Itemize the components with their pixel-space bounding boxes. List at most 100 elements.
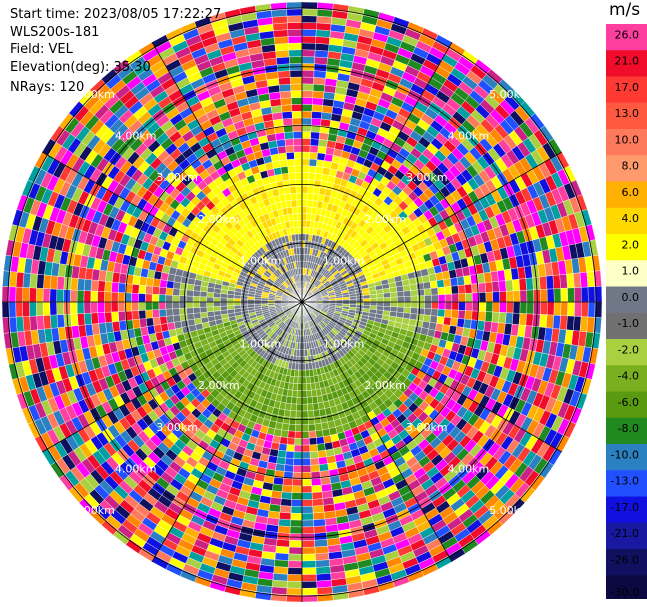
radar-gate [579,316,589,333]
radar-gate [464,284,473,294]
radar-gate [199,291,208,298]
radar-gate [574,301,582,317]
radar-gate [159,316,168,325]
radar-gate [525,313,534,327]
radar-gate [410,289,418,297]
radar-gate [456,276,465,286]
radar-gate [307,186,315,194]
radar-gate [49,301,58,316]
radar-gate [275,545,290,555]
radar-gate [152,316,161,326]
radar-gate [297,383,303,391]
radar-gate [220,305,228,311]
radar-gate [192,307,201,314]
radar-gate [390,306,398,313]
radar-gate [287,430,296,439]
radar-gate [458,301,466,311]
radar-gate [22,301,30,317]
radar-gate [403,296,412,303]
radar-gate [271,579,288,589]
radar-gate [56,289,64,303]
radar-gate [310,464,320,473]
radar-gate [305,369,310,378]
radar-gate [451,301,459,311]
radar-gate [97,280,106,292]
radar-gate [417,307,425,315]
radar-gate [279,512,292,521]
radar-gate [301,574,317,582]
radar-gate [152,286,160,295]
radar-gate [104,311,113,323]
radar-gate [301,206,308,214]
radar-gate [301,90,314,98]
radar-gate [306,206,313,214]
radar-gate [463,275,472,286]
radar-gate [553,288,562,303]
radar-gate [301,110,313,119]
radar-gate [118,282,126,293]
radar-gate [185,295,194,303]
radar-gate [312,512,325,521]
radar-gate [186,313,195,321]
radar-gate [301,485,313,494]
radar-gate [301,213,307,221]
radar-gate [145,293,153,303]
radar-gate [289,410,297,418]
radar-gate [526,301,534,315]
radar-gate [159,279,168,288]
radar-gate [301,581,318,589]
radar-gate [363,301,371,306]
radar-gate [290,403,297,412]
radar-gate [301,131,312,139]
radar-gate [240,304,248,309]
radar-gate [309,451,319,459]
radar-gate [56,314,65,328]
radar-gate [165,287,174,296]
radar-gate [458,293,466,303]
radar-gate [410,307,418,315]
radar-gate [581,286,589,303]
radar-gate [139,276,148,286]
radar-gate [70,313,79,327]
radar-gate [172,288,181,296]
radar-gate [301,540,315,548]
radar-gate [308,423,316,432]
radar-gate [465,301,473,312]
radar-gate [49,288,58,303]
radar-gate [226,297,235,303]
radar-gate [279,436,288,445]
radar-gate [319,415,328,424]
radar-gate [301,519,314,528]
radar-gate [301,226,307,235]
radar-gate [199,296,207,303]
radar-gate [138,293,146,303]
radar-gate [316,9,333,18]
radar-gate [158,294,166,303]
radar-gate [301,417,309,425]
radar-gate [90,301,98,314]
radar-gate [29,301,37,317]
radar-gate [559,315,568,330]
radar-gate [573,272,582,288]
radar-gate [313,77,326,86]
radar-gate [313,518,326,527]
radar-gate [311,491,323,500]
radar-gate [586,271,595,288]
radar-gate [279,505,292,514]
radar-gate [363,298,371,303]
radar-gate [301,29,317,37]
radar-gate [172,308,181,316]
radar-gate [312,97,324,106]
radar-gate [301,192,308,201]
radar-gate [478,311,486,322]
radar-gate [220,297,228,303]
radar-gate [90,279,99,292]
radar-gate [369,301,378,307]
radar-gate [457,284,466,294]
radar-gate [139,318,148,328]
radar-gate [546,288,555,303]
radar-gate [291,499,303,507]
radar-gate [312,505,325,514]
radar-gate [424,301,432,309]
radar-gate [233,298,241,303]
